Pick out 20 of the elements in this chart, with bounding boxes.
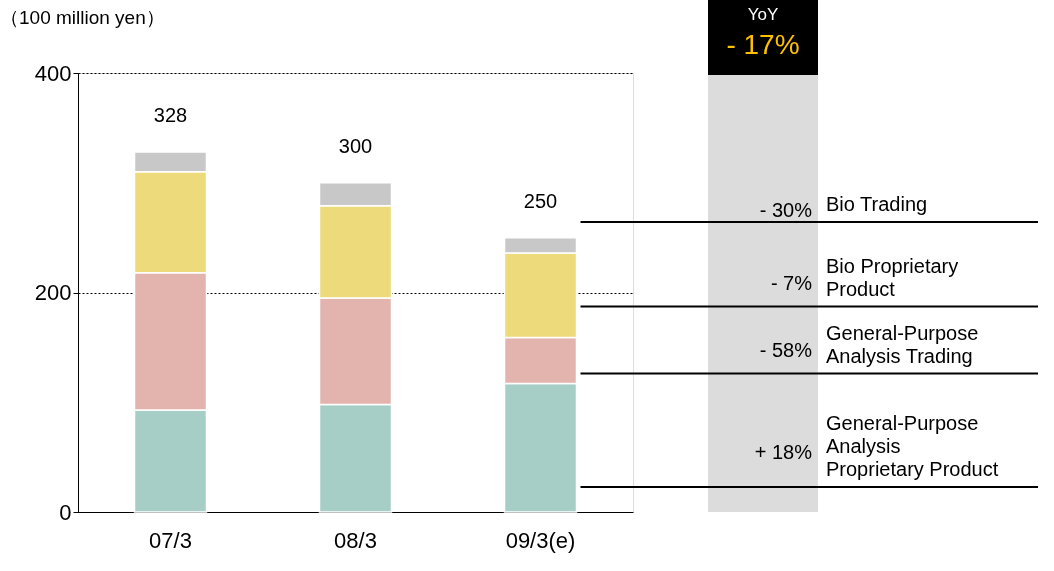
- total-label: 300: [338, 134, 373, 157]
- y-axis-title: （100 million yen）: [0, 7, 165, 28]
- y-tick-label: 0: [59, 499, 72, 525]
- x-tick-label: 08/3: [334, 527, 377, 553]
- text: General-Purpose Analysis Trading: [826, 321, 979, 367]
- text: - 17%: [726, 29, 800, 60]
- x-tick-label: 09/3(e): [505, 527, 576, 553]
- x-tick-label: 07/3: [149, 527, 192, 553]
- total-label: 250: [523, 189, 558, 212]
- y-tick-label: 200: [34, 280, 72, 305]
- text: - 7%: [770, 272, 813, 294]
- text: YoY: [747, 5, 779, 24]
- text: - 30%: [759, 199, 813, 221]
- text: General-Purpose Analysis Proprietary Product: [826, 412, 999, 480]
- text: - 58%: [759, 339, 813, 361]
- total-label: 328: [153, 104, 188, 127]
- y-tick-label: 400: [34, 60, 72, 86]
- text: Bio Trading: [826, 193, 928, 215]
- text: Bio Proprietary Product: [826, 254, 959, 300]
- text: + 18%: [754, 441, 813, 463]
